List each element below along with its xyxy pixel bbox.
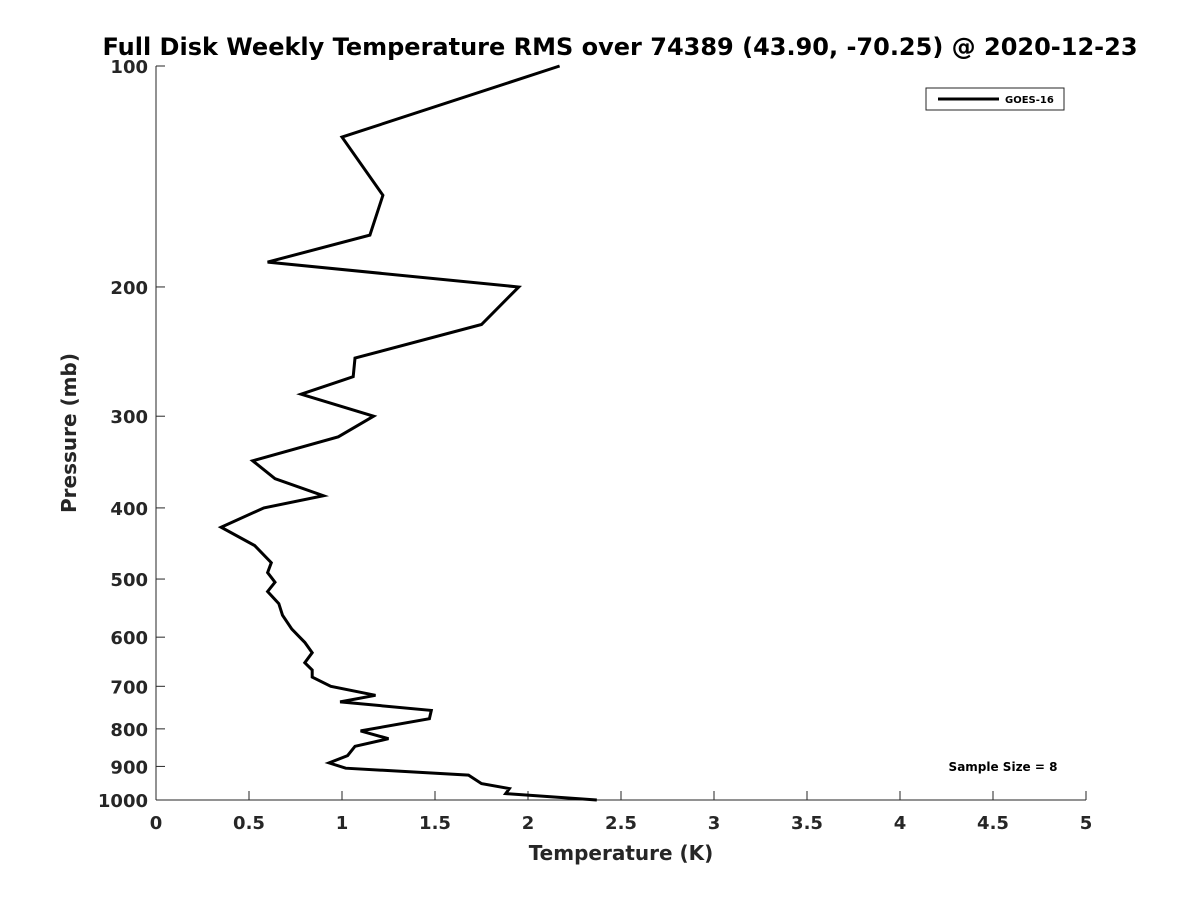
y-tick-label: 600 <box>110 628 148 649</box>
x-tick-label: 3.5 <box>791 813 823 834</box>
legend: GOES-16 <box>925 87 1065 111</box>
x-axis-label: Temperature (K) <box>529 841 714 865</box>
y-tick-label: 800 <box>110 720 148 741</box>
legend-label: GOES-16 <box>1005 95 1054 106</box>
y-tick-label: 1000 <box>98 791 148 812</box>
y-tick-label: 100 <box>110 57 148 78</box>
series-layer <box>217 64 597 802</box>
x-axis-ticks: 0 0.5 1 1.5 2 2.5 3 3.5 4 4.5 5 <box>150 791 1093 834</box>
x-tick-label: 2 <box>522 813 535 834</box>
y-tick-label: 200 <box>110 278 148 299</box>
x-tick-label: 4.5 <box>977 813 1009 834</box>
y-tick-label: 500 <box>110 570 148 591</box>
series-line-goes-16 <box>217 64 597 802</box>
x-tick-label: 2.5 <box>605 813 637 834</box>
x-tick-label: 4 <box>894 813 907 834</box>
x-tick-label: 0.5 <box>233 813 265 834</box>
y-tick-label: 900 <box>110 757 148 778</box>
y-tick-label: 300 <box>110 407 148 428</box>
sample-size-annotation: Sample Size = 8 <box>949 760 1058 774</box>
x-tick-label: 5 <box>1080 813 1093 834</box>
y-tick-label: 400 <box>110 499 148 520</box>
x-tick-label: 0 <box>150 813 163 834</box>
x-tick-label: 3 <box>708 813 721 834</box>
y-axis-label: Pressure (mb) <box>57 353 81 513</box>
x-tick-label: 1 <box>336 813 349 834</box>
chart-title: Full Disk Weekly Temperature RMS over 74… <box>102 33 1137 61</box>
y-axis-ticks: 100 200 300 400 500 600 700 800 900 1000 <box>98 57 165 812</box>
x-tick-label: 1.5 <box>419 813 451 834</box>
y-tick-label: 700 <box>110 677 148 698</box>
